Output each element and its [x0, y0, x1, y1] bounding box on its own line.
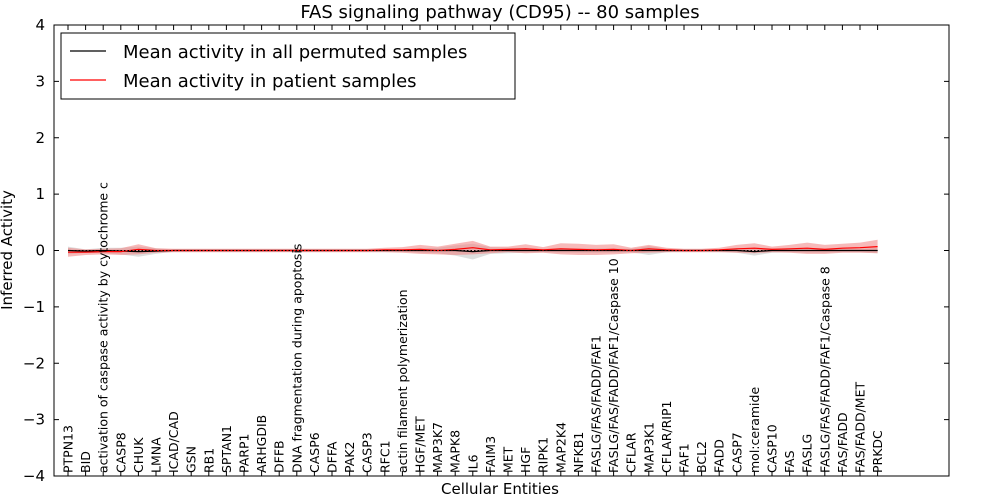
x-tick-label: CFLAR/RIP1 [659, 401, 674, 473]
x-tick-label: DFFB [272, 440, 287, 473]
x-tick-label: ICAD/CAD [166, 411, 181, 473]
x-tick-label: MAP2K4 [553, 422, 568, 473]
x-tick-label: actin filament polymerization [395, 289, 410, 473]
x-tick-label: RIPK1 [536, 437, 551, 473]
x-tick-label: FAS/FADD [835, 412, 850, 473]
x-tick-label: PARP1 [237, 434, 252, 473]
y-tick-label: −2 [23, 354, 45, 372]
x-tick-label: HGF [518, 447, 533, 473]
x-tick-label: CASP6 [307, 432, 322, 473]
x-tick-label: IL6 [465, 454, 480, 473]
x-tick-label: HGF/MET [413, 416, 428, 473]
x-tick-label: NFKB1 [571, 432, 586, 473]
x-tick-label: FASLG/FAS/FADD/FAF1 [589, 335, 604, 473]
x-tick-label: FAF1 [677, 443, 692, 473]
x-axis-title: Cellular Entities [441, 480, 559, 498]
x-tick-label: CHUK [131, 437, 146, 473]
x-tick-label: FAIM3 [483, 436, 498, 473]
x-tick-label: CFLAR [624, 432, 639, 473]
y-tick-label: −3 [23, 411, 45, 429]
x-tick-label: MET [501, 446, 516, 473]
x-tick-label: GSN [184, 446, 199, 473]
x-tick-label: FASLG/FAS/FADD/FAF1/Caspase 8 [817, 266, 832, 473]
x-tick-label: CASP8 [113, 432, 128, 473]
x-tick-label: MAPK8 [448, 430, 463, 473]
x-tick-label: FADD [712, 439, 727, 473]
y-tick-label: 2 [35, 129, 45, 147]
x-tick-label: MAP3K1 [641, 422, 656, 473]
x-tick-label: DFFA [325, 441, 340, 473]
x-tick-label: DNA fragmentation during apoptosis [289, 244, 304, 473]
x-tick-label: mol:ceramide [747, 387, 762, 473]
x-tick-label: RFC1 [377, 440, 392, 473]
x-tick-label: FASLG [800, 434, 815, 473]
line-series-1 [68, 246, 878, 253]
legend-box [60, 32, 516, 100]
x-tick-label: FAS/FADD/MET [853, 382, 868, 473]
x-tick-label: CASP7 [729, 432, 744, 473]
x-tick-label: SPTAN1 [219, 425, 234, 473]
y-tick-label: 3 [35, 72, 45, 90]
x-tick-label: PRKDC [870, 430, 885, 473]
legend: Mean activity in all permuted samples Me… [60, 32, 516, 100]
x-tick-label: FASLG/FAS/FADD/FAF1/Caspase 10 [606, 258, 621, 473]
x-tick-label: CASP10 [765, 424, 780, 473]
x-tick-label: CASP3 [360, 432, 375, 473]
chart-title: FAS signaling pathway (CD95) -- 80 sampl… [300, 2, 699, 23]
x-tick-label: RB1 [201, 448, 216, 473]
x-tick-label: BID [78, 451, 93, 473]
y-tick-label: −4 [23, 467, 45, 485]
y-tick-label: 1 [35, 185, 45, 203]
x-tick-label: PTPN13 [61, 425, 76, 473]
x-tick-label: activation of caspase activity by cytoch… [96, 182, 111, 473]
y-axis-title: Inferred Activity [0, 190, 16, 310]
x-tick-label: BCL2 [694, 441, 709, 473]
x-tick-label: LMNA [149, 437, 164, 473]
y-tick-label: 0 [35, 242, 45, 260]
x-tick-label: PAK2 [342, 442, 357, 473]
legend-label-patient: Mean activity in patient samples [123, 71, 417, 92]
legend-label-permuted: Mean activity in all permuted samples [123, 42, 467, 63]
x-tick-label: MAP3K7 [430, 422, 445, 473]
x-tick-label: FAS [782, 450, 797, 473]
y-tick-label: 4 [35, 16, 45, 34]
x-tick-label: ARHGDIB [254, 415, 269, 473]
y-tick-label: −1 [23, 298, 45, 316]
